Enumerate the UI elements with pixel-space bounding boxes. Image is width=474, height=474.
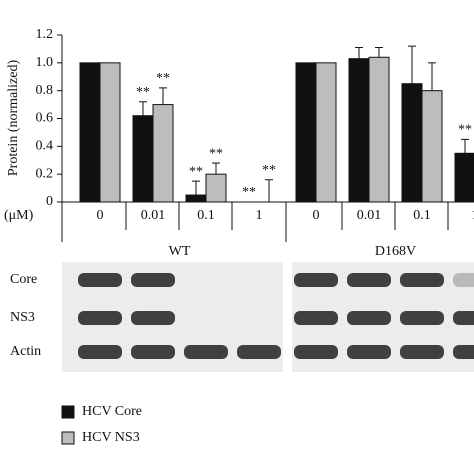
blot-band	[453, 345, 474, 359]
x-tick-label: 0.1	[197, 208, 215, 223]
bar	[132, 115, 154, 203]
significance-label: **	[209, 146, 223, 161]
blot-band	[237, 345, 281, 359]
legend-label: HCV NS3	[82, 430, 140, 445]
y-tick-label: 1.2	[36, 27, 54, 42]
y-tick-label: 0.6	[36, 111, 54, 126]
bar	[99, 62, 121, 203]
significance-label: **	[458, 123, 472, 138]
legend-swatch	[61, 431, 75, 445]
x-tick-label: 1	[472, 208, 474, 223]
blot-band	[78, 311, 122, 325]
bar	[185, 194, 207, 203]
blot-band	[131, 273, 175, 287]
significance-label: **	[136, 85, 150, 100]
blot-band	[131, 311, 175, 325]
blot-band	[400, 273, 444, 287]
bar	[295, 62, 317, 203]
blot-band	[294, 345, 338, 359]
bar	[79, 62, 101, 203]
x-tick-label: 0.01	[357, 208, 382, 223]
y-tick-label: 0.8	[36, 83, 54, 98]
bar	[401, 83, 423, 203]
blot-band	[347, 311, 391, 325]
bar	[152, 104, 174, 203]
blot-band	[347, 273, 391, 287]
y-axis-label: Protein (normalized)	[6, 60, 21, 177]
y-tick-label: 0.2	[36, 166, 54, 181]
blot-band	[78, 345, 122, 359]
significance-label: **	[262, 163, 276, 178]
blot-band	[294, 273, 338, 287]
bar	[205, 173, 227, 203]
blot-band	[184, 345, 228, 359]
group-label: D168V	[375, 244, 416, 259]
y-tick-label: 0.4	[36, 139, 54, 154]
legend-swatch	[61, 405, 75, 419]
bar	[368, 56, 390, 203]
bar	[315, 62, 337, 203]
bar	[454, 152, 474, 203]
blot-band	[453, 273, 474, 287]
x-unit-label: (μM)	[4, 208, 34, 223]
significance-label: **	[189, 164, 203, 179]
blot-row-label: Actin	[10, 344, 41, 359]
y-tick-label: 0	[46, 194, 53, 209]
blot-band	[78, 273, 122, 287]
bar	[348, 58, 370, 203]
legend-label: HCV Core	[82, 404, 142, 419]
x-tick-label: 1	[256, 208, 263, 223]
x-tick-label: 0	[97, 208, 104, 223]
x-tick-label: 0.01	[141, 208, 166, 223]
x-tick-label: 0.1	[413, 208, 431, 223]
bar	[421, 90, 443, 203]
blot-band	[131, 345, 175, 359]
blot-band	[400, 311, 444, 325]
blot-band	[294, 311, 338, 325]
significance-label: **	[156, 71, 170, 86]
blot-band	[453, 311, 474, 325]
significance-label: **	[242, 185, 256, 200]
blot-band	[347, 345, 391, 359]
blot-row-label: Core	[10, 272, 37, 287]
blot-row-label: NS3	[10, 310, 35, 325]
y-tick-label: 1.0	[36, 55, 54, 70]
x-tick-label: 0	[313, 208, 320, 223]
group-label: WT	[169, 244, 191, 259]
blot-band	[400, 345, 444, 359]
